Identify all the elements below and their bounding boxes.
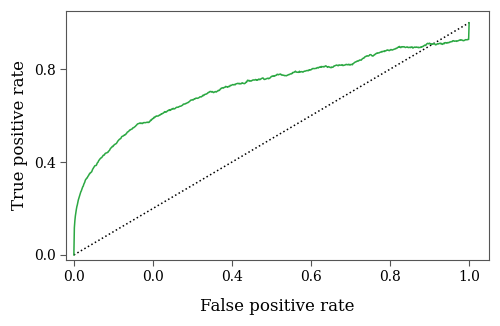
X-axis label: False positive rate: False positive rate [200, 298, 354, 315]
Y-axis label: True positive rate: True positive rate [11, 60, 28, 210]
